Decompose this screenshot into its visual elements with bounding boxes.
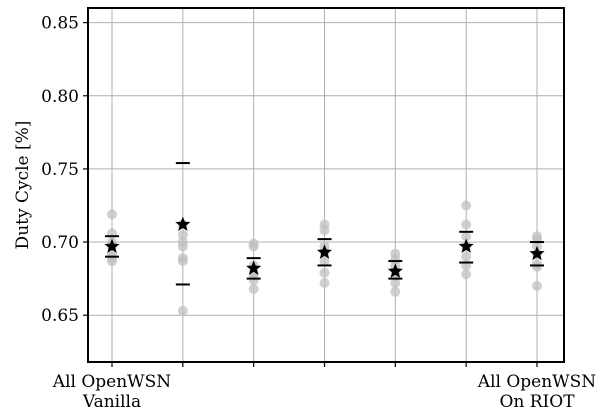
data-point xyxy=(319,278,330,289)
y-tick-label: 0.85 xyxy=(41,14,79,34)
mean-marker xyxy=(175,216,191,231)
y-tick-labels: 0.65 0.70 0.75 0.80 0.85 xyxy=(41,14,79,327)
y-axis-label: Duty Cycle [%] xyxy=(13,121,33,250)
data-point xyxy=(461,251,472,262)
data-point xyxy=(107,209,117,220)
data-point xyxy=(177,256,188,267)
x-tick-label: All OpenWSN On RIOT xyxy=(477,372,597,408)
data-point xyxy=(248,283,259,294)
data-point xyxy=(390,286,401,297)
y-tick-label: 0.65 xyxy=(41,306,79,326)
mean-marker xyxy=(104,238,120,253)
grid-layer xyxy=(88,8,564,362)
data-point xyxy=(107,256,117,267)
data-point xyxy=(248,275,259,286)
data-point xyxy=(532,261,542,272)
error-bars-layer xyxy=(105,162,544,286)
x-tick-labels: All OpenWSN Vanilla All OpenWSN On RIOT xyxy=(52,372,597,408)
data-point xyxy=(177,229,188,240)
data-point xyxy=(319,256,330,267)
data-point xyxy=(390,278,401,289)
data-point xyxy=(461,200,472,211)
data-point xyxy=(248,241,259,252)
plot-frame xyxy=(87,7,565,363)
mean-marker xyxy=(316,244,333,259)
data-point xyxy=(461,269,472,280)
data-point xyxy=(177,305,188,316)
data-point xyxy=(177,241,188,252)
mean-marker xyxy=(529,245,545,261)
ticks-layer xyxy=(83,22,538,367)
data-point xyxy=(319,225,330,236)
x-tick-label: All OpenWSN Vanilla xyxy=(52,372,172,408)
y-tick-label: 0.80 xyxy=(41,87,79,107)
data-point xyxy=(532,280,542,291)
mean-markers-layer xyxy=(104,216,545,278)
y-tick-label: 0.70 xyxy=(41,233,79,253)
mean-marker xyxy=(246,260,262,275)
data-point xyxy=(461,219,472,230)
data-point xyxy=(461,231,472,242)
data-point xyxy=(319,267,330,278)
y-tick-label: 0.75 xyxy=(41,160,79,180)
mean-marker xyxy=(458,238,474,253)
mean-marker xyxy=(387,263,403,278)
